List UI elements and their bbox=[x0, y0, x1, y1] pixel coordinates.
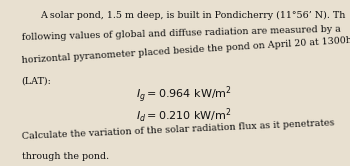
Text: following values of global and diffuse radiation are measured by a: following values of global and diffuse r… bbox=[22, 25, 341, 42]
Text: $I_g = 0.964 \ \mathrm{kW/m^2}$: $I_g = 0.964 \ \mathrm{kW/m^2}$ bbox=[136, 84, 232, 105]
Text: through the pond.: through the pond. bbox=[22, 152, 109, 161]
Text: Calculate the variation of the solar radiation flux as it penetrates: Calculate the variation of the solar rad… bbox=[21, 119, 335, 141]
Text: (LAT):: (LAT): bbox=[22, 77, 51, 86]
Text: A solar pond, 1.5 m deep, is built in Pondicherry (11°56’ N). Th: A solar pond, 1.5 m deep, is built in Po… bbox=[40, 10, 346, 19]
Text: horizontal pyranometer placed beside the pond on April 20 at 1300h: horizontal pyranometer placed beside the… bbox=[21, 36, 350, 65]
Text: $I_d = 0.210 \ \mathrm{kW/m^2}$: $I_d = 0.210 \ \mathrm{kW/m^2}$ bbox=[136, 107, 232, 125]
